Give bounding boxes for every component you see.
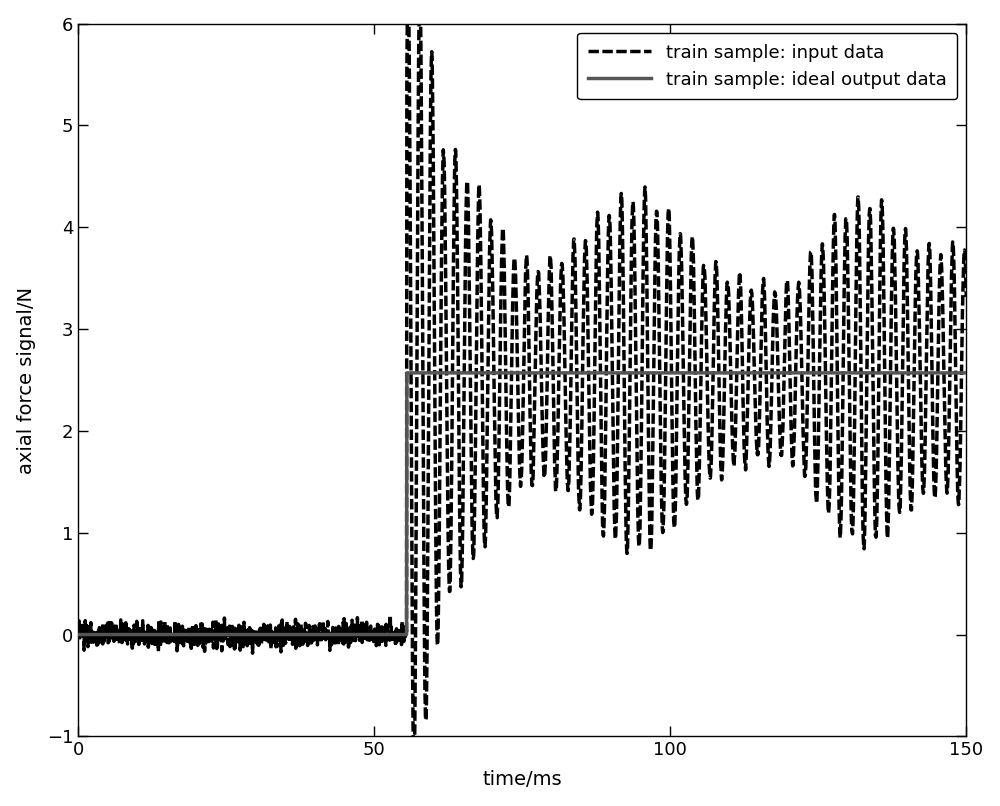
train sample: ideal output data: (0, 0): ideal output data: (0, 0) [72, 629, 84, 639]
train sample: ideal output data: (26, 0): ideal output data: (26, 0) [226, 629, 238, 639]
train sample: ideal output data: (131, 2.57): ideal output data: (131, 2.57) [847, 368, 859, 378]
Y-axis label: axial force signal/N: axial force signal/N [17, 286, 36, 473]
Line: train sample: ideal output data: train sample: ideal output data [78, 373, 966, 634]
train sample: ideal output data: (150, 2.57): ideal output data: (150, 2.57) [960, 368, 972, 378]
train sample: input data: (57.6, 6.25): input data: (57.6, 6.25) [413, 0, 425, 3]
train sample: input data: (56.7, -1.33): input data: (56.7, -1.33) [408, 765, 420, 775]
train sample: ideal output data: (17.1, 0): ideal output data: (17.1, 0) [173, 629, 185, 639]
train sample: ideal output data: (55.5, 2.57): ideal output data: (55.5, 2.57) [401, 368, 413, 378]
train sample: ideal output data: (57.6, 2.57): ideal output data: (57.6, 2.57) [413, 368, 425, 378]
train sample: ideal output data: (147, 2.57): ideal output data: (147, 2.57) [943, 368, 955, 378]
train sample: input data: (147, 2.25): input data: (147, 2.25) [943, 401, 955, 410]
train sample: input data: (26, -0.0134): input data: (26, -0.0134) [226, 631, 238, 641]
train sample: input data: (64.1, 3.24): input data: (64.1, 3.24) [452, 300, 464, 310]
train sample: ideal output data: (64.1, 2.57): ideal output data: (64.1, 2.57) [451, 368, 463, 378]
train sample: input data: (0, 0.106): input data: (0, 0.106) [72, 619, 84, 629]
train sample: input data: (17.1, -0.0413): input data: (17.1, -0.0413) [173, 634, 185, 643]
train sample: input data: (131, 1.46): input data: (131, 1.46) [848, 481, 860, 491]
train sample: input data: (150, 3.32): input data: (150, 3.32) [960, 292, 972, 301]
X-axis label: time/ms: time/ms [482, 771, 562, 789]
Legend: train sample: input data, train sample: ideal output data: train sample: input data, train sample: … [577, 33, 957, 99]
Line: train sample: input data: train sample: input data [78, 0, 966, 770]
